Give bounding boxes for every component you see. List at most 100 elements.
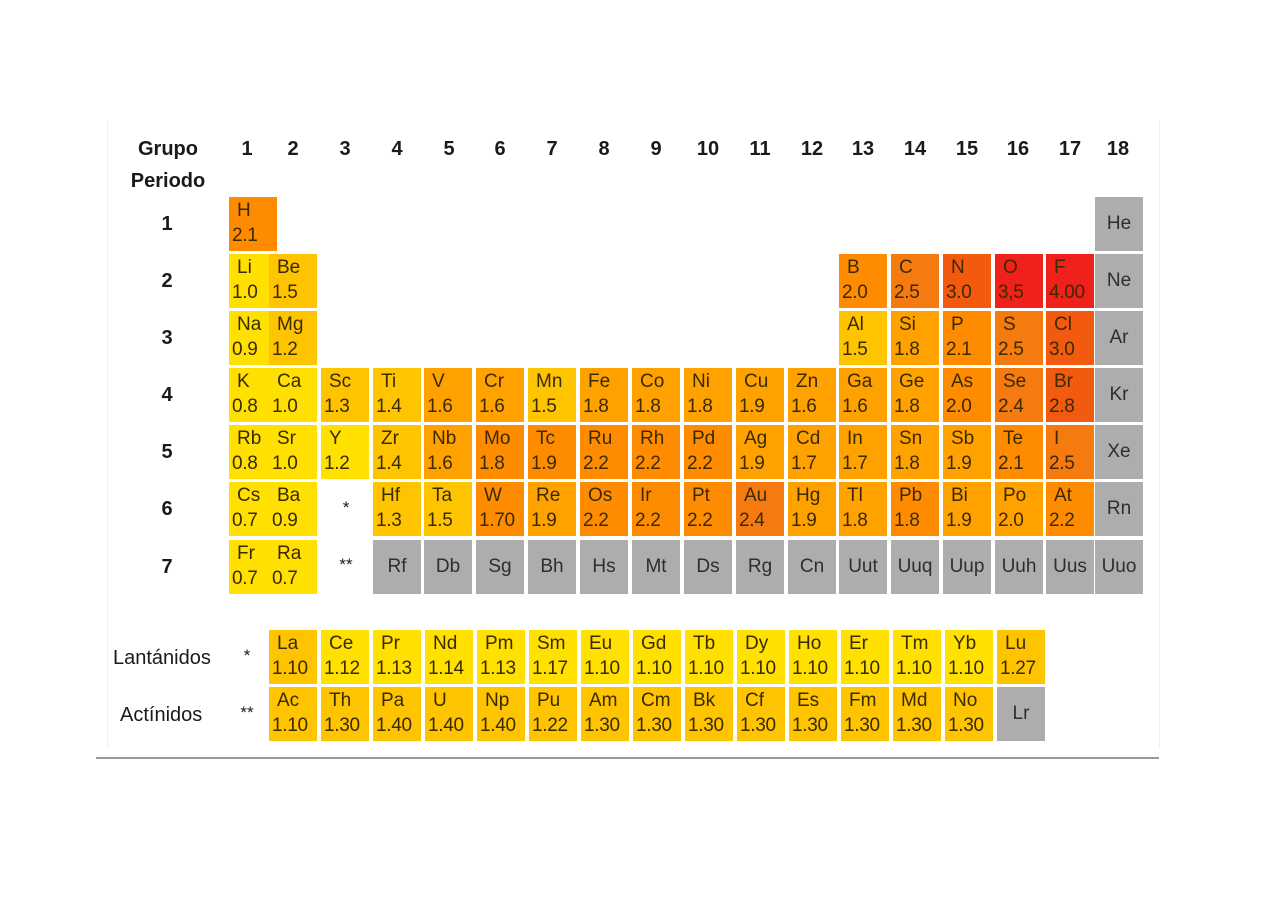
element-cell-ta: Ta 1.5 <box>424 482 472 536</box>
element-cell-ac: Ac 1.10 <box>269 687 317 741</box>
electronegativity-value: 1.10 <box>948 658 984 679</box>
element-cell-uuh: Uuh <box>995 540 1043 594</box>
element-symbol: Bk <box>693 690 716 711</box>
electronegativity-value: 1.4 <box>376 453 402 474</box>
electronegativity-value: 1.0 <box>232 282 258 303</box>
group-number-16: 16 <box>1006 138 1030 160</box>
element-symbol: Os <box>588 485 613 506</box>
electronegativity-value: 1.27 <box>1000 658 1036 679</box>
electronegativity-value: 1.9 <box>946 453 972 474</box>
element-cell-rf: Rf <box>373 540 421 594</box>
electronegativity-value: 1.22 <box>532 715 568 736</box>
element-symbol: Pr <box>381 633 400 654</box>
element-cell-rn: Rn <box>1095 482 1143 536</box>
lanthanides-label: Lantánidos <box>113 647 211 669</box>
electronegativity-value: 1.7 <box>791 453 817 474</box>
element-cell-zn: Zn 1.6 <box>788 368 836 422</box>
electronegativity-value: 1.10 <box>584 658 620 679</box>
element-symbol: Sc <box>329 371 352 392</box>
element-symbol: Md <box>901 690 928 711</box>
element-cell-cu: Cu 1.9 <box>736 368 784 422</box>
element-symbol: Sg <box>488 556 512 577</box>
group-number-18: 18 <box>1106 138 1130 160</box>
element-symbol: Te <box>1003 428 1024 449</box>
element-cell-be: Be 1.5 <box>269 254 317 308</box>
element-symbol: Se <box>1003 371 1027 392</box>
element-symbol: Uuo <box>1101 556 1137 577</box>
electronegativity-value: 1.30 <box>792 715 828 736</box>
element-symbol: Tb <box>693 633 716 654</box>
element-cell-as: As 2.0 <box>943 368 991 422</box>
element-cell-f: F 4.00 <box>1046 254 1094 308</box>
electronegativity-value: 1.9 <box>946 510 972 531</box>
element-symbol: Uus <box>1053 556 1087 577</box>
element-symbol: Am <box>589 690 618 711</box>
period-number-4: 4 <box>161 384 173 406</box>
element-cell-uuq: Uuq <box>891 540 939 594</box>
electronegativity-value: 0.9 <box>272 510 298 531</box>
electronegativity-value: 2.5 <box>894 282 920 303</box>
element-cell-po: Po 2.0 <box>995 482 1043 536</box>
element-symbol: W <box>484 485 502 506</box>
element-symbol: Tl <box>847 485 863 506</box>
element-symbol: Rf <box>387 556 407 577</box>
electronegativity-value: 1.30 <box>948 715 984 736</box>
electronegativity-value: 0.7 <box>232 568 258 589</box>
element-cell-yb: Yb 1.10 <box>945 630 993 684</box>
element-symbol: Cf <box>745 690 764 711</box>
element-cell-cd: Cd 1.7 <box>788 425 836 479</box>
group-number-14: 14 <box>903 138 927 160</box>
element-cell-ti: Ti 1.4 <box>373 368 421 422</box>
element-symbol: Uup <box>949 556 985 577</box>
electronegativity-value: 3.0 <box>946 282 972 303</box>
element-symbol: Sb <box>951 428 975 449</box>
electronegativity-value: 2.0 <box>946 396 972 417</box>
element-cell-c: C 2.5 <box>891 254 939 308</box>
element-cell-h: H 2.1 <box>229 197 277 251</box>
element-symbol: Cs <box>237 485 261 506</box>
element-cell-np: Np 1.40 <box>477 687 525 741</box>
group-number-3: 3 <box>339 138 351 160</box>
group-number-15: 15 <box>955 138 979 160</box>
electronegativity-value: 1.10 <box>896 658 932 679</box>
element-symbol: Er <box>849 633 868 654</box>
element-symbol: Yb <box>953 633 977 654</box>
actinides-label: Actínidos <box>120 704 203 726</box>
electronegativity-value: 1.40 <box>428 715 464 736</box>
element-symbol: Fm <box>849 690 877 711</box>
element-symbol: Lr <box>1012 703 1030 724</box>
element-cell-hs: Hs <box>580 540 628 594</box>
element-symbol: Si <box>899 314 916 335</box>
element-symbol: Th <box>329 690 352 711</box>
electronegativity-value: 2.2 <box>1049 510 1075 531</box>
element-symbol: He <box>1106 213 1132 234</box>
period-number-3: 3 <box>161 327 173 349</box>
element-symbol: Ra <box>277 543 302 564</box>
group-number-6: 6 <box>494 138 506 160</box>
period-number-7: 7 <box>161 556 173 578</box>
element-cell-o: O 3,5 <box>995 254 1043 308</box>
element-symbol: Be <box>277 257 301 278</box>
element-symbol: Po <box>1003 485 1027 506</box>
element-cell-w: W 1.70 <box>476 482 524 536</box>
element-symbol: Pa <box>381 690 405 711</box>
element-symbol: Ca <box>277 371 302 392</box>
element-symbol: Ni <box>692 371 710 392</box>
actinide-placeholder-mark: ** <box>339 555 353 574</box>
element-symbol: P <box>951 314 964 335</box>
element-symbol: V <box>432 371 445 392</box>
electronegativity-value: 1.30 <box>636 715 672 736</box>
element-cell-y: Y 1.2 <box>321 425 369 479</box>
electronegativity-value: 1.40 <box>376 715 412 736</box>
element-symbol: Mt <box>645 556 667 577</box>
group-number-10: 10 <box>696 138 720 160</box>
element-cell-pa: Pa 1.40 <box>373 687 421 741</box>
electronegativity-value: 3,5 <box>998 282 1024 303</box>
electronegativity-value: 1.30 <box>740 715 776 736</box>
element-symbol: No <box>953 690 978 711</box>
electronegativity-value: 2.0 <box>998 510 1024 531</box>
element-symbol: Ho <box>797 633 822 654</box>
electronegativity-value: 1.13 <box>480 658 516 679</box>
element-cell-ra: Ra 0.7 <box>269 540 317 594</box>
element-symbol: Hg <box>796 485 821 506</box>
